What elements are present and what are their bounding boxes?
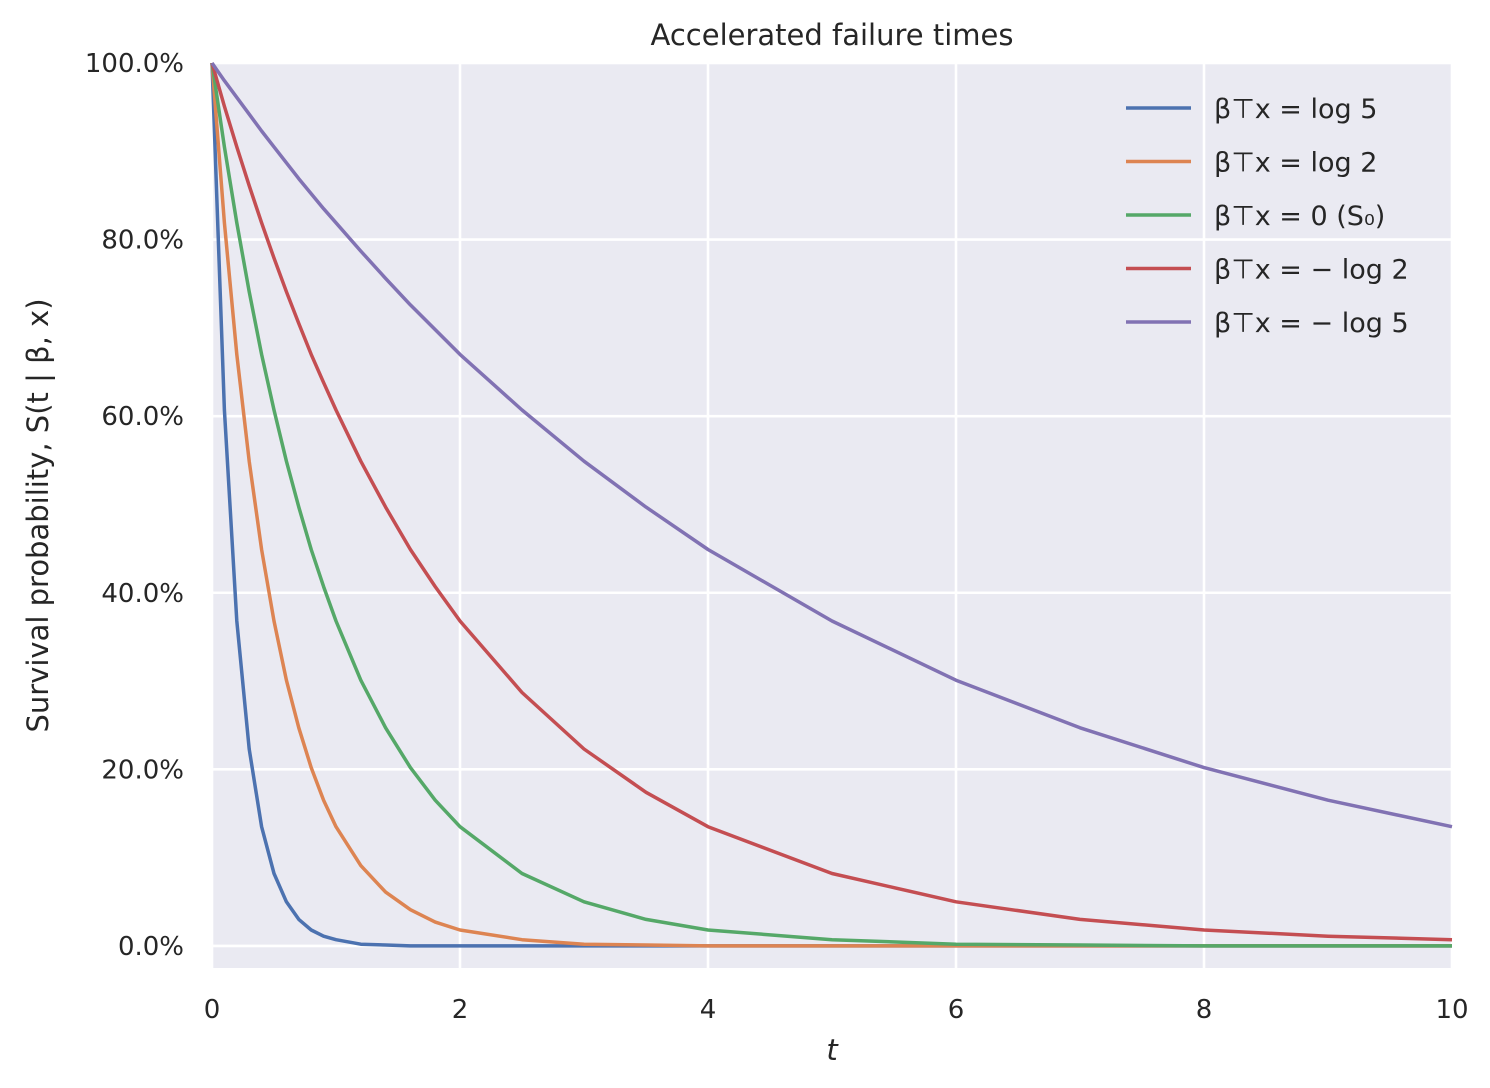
x-axis-ticks: 0 2 4 6 8 10 [204, 995, 1469, 1025]
y-axis-label: Survival probability, S(t | β, x) [21, 298, 55, 732]
plot-area [212, 63, 1452, 968]
series-line [210, 62, 1452, 948]
legend-label: β⊤x = log 2 [1214, 148, 1377, 179]
legend-label: β⊤x = 0 (S₀) [1214, 201, 1385, 232]
x-tick-label: 2 [452, 995, 469, 1025]
y-tick-label: 100.0% [85, 49, 184, 79]
x-tick-label: 0 [204, 995, 221, 1025]
y-tick-label: 80.0% [101, 226, 184, 256]
series-line [210, 62, 1453, 942]
legend-label: β⊤x = − log 2 [1214, 255, 1409, 286]
x-axis-label: t [826, 1033, 839, 1067]
legend-label: β⊤x = log 5 [1214, 94, 1377, 125]
legend-label: β⊤x = − log 5 [1214, 308, 1409, 339]
x-tick-label: 6 [948, 995, 965, 1025]
x-tick-label: 8 [1196, 995, 1213, 1025]
series-line [210, 62, 1452, 948]
x-tick-label: 4 [700, 995, 717, 1025]
y-tick-label: 60.0% [101, 402, 184, 432]
chart-title: Accelerated failure times [651, 18, 1014, 52]
legend: β⊤x = log 5 β⊤x = log 2 β⊤x = 0 (S₀) β⊤x = … [1126, 94, 1409, 339]
y-tick-label: 0.0% [118, 932, 184, 962]
x-tick-label: 10 [1435, 995, 1468, 1025]
series-lines [210, 61, 1453, 948]
y-axis-ticks: 0.0% 20.0% 40.0% 60.0% 80.0% 100.0% [85, 49, 184, 962]
series-line [210, 61, 1453, 829]
y-tick-label: 40.0% [101, 579, 184, 609]
y-tick-label: 20.0% [101, 755, 184, 785]
